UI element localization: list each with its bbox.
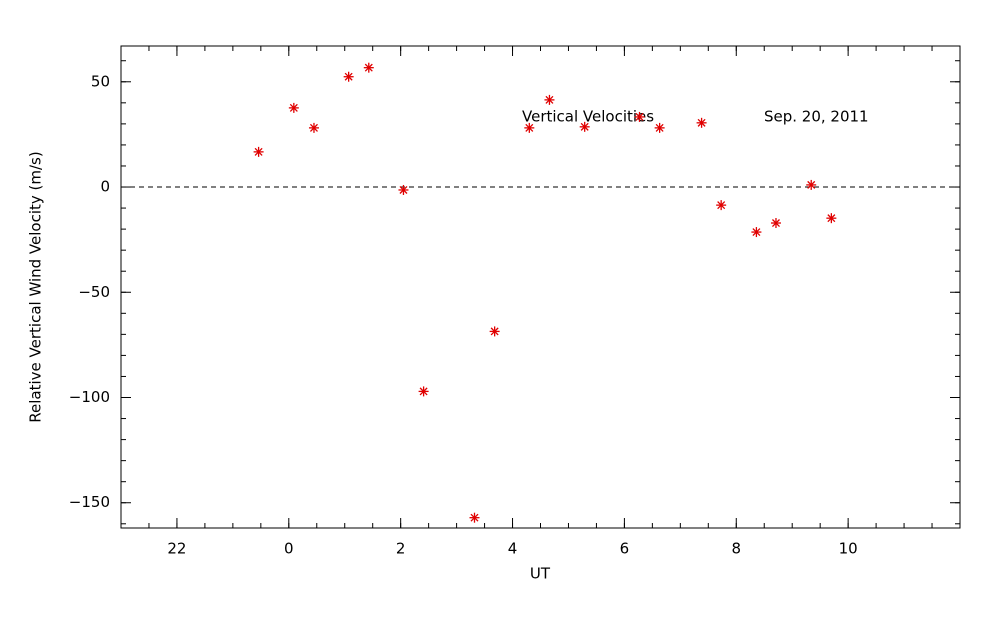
data-point xyxy=(826,213,837,224)
asterisk-stroke xyxy=(470,513,479,522)
y-tick-label: −100 xyxy=(69,388,110,406)
x-tick-label: 10 xyxy=(839,540,858,558)
asterisk-stroke xyxy=(697,118,706,127)
data-point xyxy=(806,179,817,190)
data-point xyxy=(579,121,590,132)
data-point xyxy=(751,227,762,238)
x-tick-label: 2 xyxy=(396,540,406,558)
asterisk-stroke xyxy=(827,214,836,223)
data-point xyxy=(524,122,535,133)
x-tick-label: 0 xyxy=(284,540,294,558)
y-axis-label: Relative Vertical Wind Velocity (m/s) xyxy=(27,151,45,422)
asterisk-stroke xyxy=(364,63,373,72)
asterisk-stroke xyxy=(399,185,408,194)
asterisk-stroke xyxy=(419,387,428,396)
x-axis-label: UT xyxy=(530,565,551,583)
y-tick-label: 0 xyxy=(100,178,110,196)
asterisk-stroke xyxy=(545,95,554,104)
data-point xyxy=(770,218,781,229)
data-point xyxy=(343,71,354,82)
y-tick-label: −50 xyxy=(78,283,110,301)
asterisk-stroke xyxy=(635,112,644,121)
data-point xyxy=(253,146,264,157)
y-tick-label: −150 xyxy=(69,493,110,511)
data-point xyxy=(544,94,555,105)
data-point xyxy=(418,386,429,397)
asterisk-stroke xyxy=(580,122,589,131)
data-point xyxy=(716,200,727,211)
asterisk-stroke xyxy=(807,180,816,189)
asterisk-stroke xyxy=(771,219,780,228)
data-point xyxy=(308,122,319,133)
annotation: Vertical Velocities xyxy=(522,108,654,126)
asterisk-stroke xyxy=(254,147,263,156)
asterisk-stroke xyxy=(752,228,761,237)
asterisk-stroke xyxy=(655,123,664,132)
x-tick-label: 6 xyxy=(620,540,630,558)
x-tick-label: 8 xyxy=(731,540,741,558)
data-point xyxy=(696,117,707,128)
asterisk-stroke xyxy=(717,201,726,210)
data-point xyxy=(489,326,500,337)
x-tick-label: 4 xyxy=(508,540,518,558)
data-point xyxy=(288,102,299,113)
asterisk-stroke xyxy=(289,103,298,112)
data-point xyxy=(654,122,665,133)
asterisk-stroke xyxy=(525,123,534,132)
asterisk-stroke xyxy=(309,123,318,132)
data-point xyxy=(469,512,480,523)
x-tick-label: 22 xyxy=(167,540,186,558)
asterisk-stroke xyxy=(490,327,499,336)
data-point xyxy=(398,184,409,195)
annotation: Sep. 20, 2011 xyxy=(764,108,869,126)
data-point xyxy=(634,111,645,122)
y-tick-label: 50 xyxy=(91,72,110,90)
data-point xyxy=(363,62,374,73)
asterisk-stroke xyxy=(344,72,353,81)
